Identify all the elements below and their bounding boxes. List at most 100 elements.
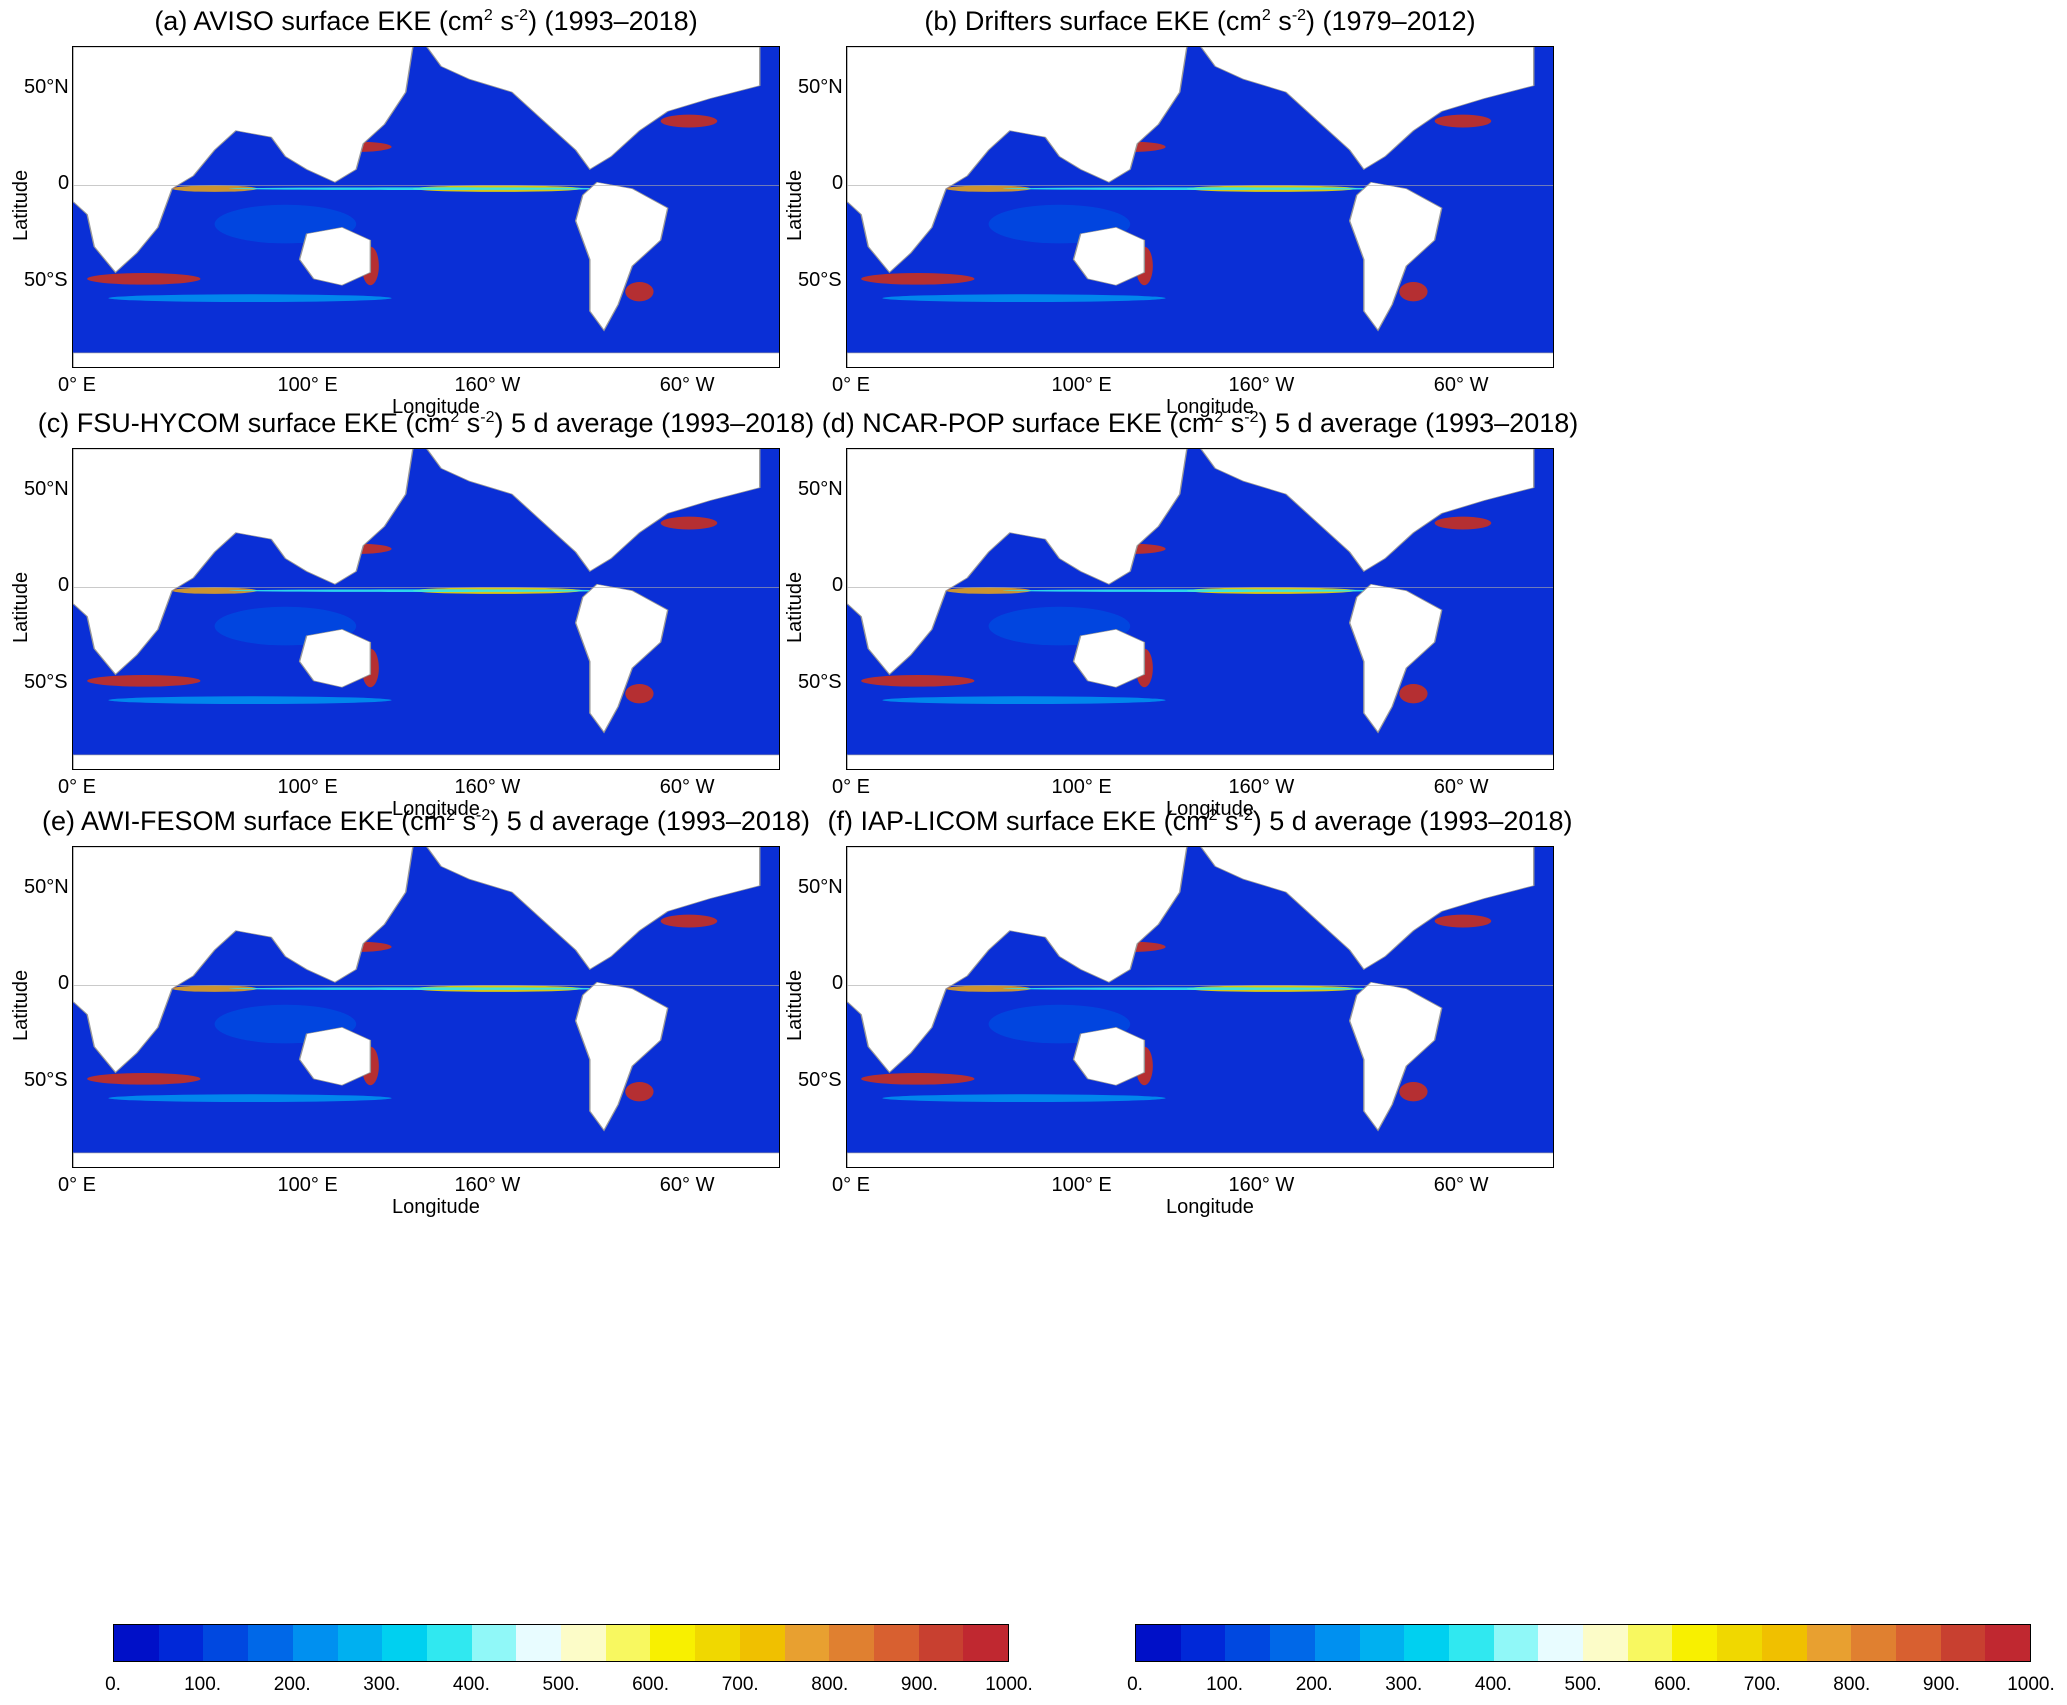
eke-map <box>72 46 780 368</box>
land-mask <box>1072 1026 1146 1086</box>
eke-hotspot <box>228 187 626 190</box>
colorbar-tick-label: 1000. <box>2007 1674 2055 1695</box>
land-mask <box>847 754 1553 769</box>
eke-hotspot <box>946 985 1032 992</box>
colorbar-segment <box>114 1625 159 1661</box>
x-tick-label: 0° E <box>58 1174 97 1196</box>
colorbar-segment <box>1851 1625 1896 1661</box>
colorbar-tick-label: 0. <box>105 1674 121 1695</box>
eke-hotspot <box>861 273 975 285</box>
y-axis-label: Latitude <box>784 169 806 241</box>
x-axis-label: Longitude <box>392 396 480 418</box>
y-tick-label: 50°N <box>24 477 69 500</box>
colorbar-tick-label: 700. <box>1743 1674 1781 1695</box>
eke-hotspot <box>172 985 258 992</box>
colorbar-segment <box>695 1625 740 1661</box>
eke-hotspot <box>946 587 1032 594</box>
y-tick-label: 0 <box>58 574 70 597</box>
x-tick-label: 100° E <box>1051 1174 1112 1196</box>
colorbar-tick-label: 900. <box>900 1674 938 1695</box>
colorbar-segment <box>1314 1625 1360 1661</box>
colorbar-tick-label: 800. <box>1833 1674 1871 1695</box>
x-axis-label: Longitude <box>392 1196 480 1218</box>
x-tick-label: 160° W <box>454 374 521 396</box>
panel-title: (b) Drifters surface EKE (cm2 s-2) (1979… <box>924 6 1476 36</box>
land-mask <box>73 754 779 769</box>
eke-hotspot <box>172 587 258 594</box>
colorbar-segment <box>605 1625 651 1661</box>
colorbar-segment <box>1538 1625 1584 1661</box>
panel-title: (d) NCAR-POP surface EKE (cm2 s-2) 5 d a… <box>821 408 1579 438</box>
x-axis-label: Longitude <box>1166 1196 1254 1218</box>
y-axis-label: Latitude <box>784 571 806 643</box>
y-tick-label: 50°S <box>24 671 68 694</box>
colorbar-segment <box>1761 1625 1807 1661</box>
land-mask <box>426 47 761 171</box>
colorbar-segment <box>337 1625 383 1661</box>
land-mask <box>298 1026 372 1086</box>
eke-hotspot <box>1399 684 1428 704</box>
land-mask <box>1072 226 1146 286</box>
eke-hotspot <box>882 696 1166 705</box>
panel-title: (a) AVISO surface EKE (cm2 s-2) (1993–20… <box>154 6 698 36</box>
colorbar-tick-label: 200. <box>273 1674 311 1695</box>
colorbar-tick-label: 900. <box>1922 1674 1960 1695</box>
eke-hotspot <box>660 114 718 128</box>
colorbar-segment <box>1895 1625 1941 1661</box>
colorbar-segment <box>1583 1625 1628 1661</box>
colorbar-tick-label: 300. <box>363 1674 401 1695</box>
colorbar-tick-label: 0. <box>1127 1674 1143 1695</box>
y-tick-label: 0 <box>832 172 844 195</box>
y-tick-label: 50°S <box>24 269 68 292</box>
x-tick-label: 100° E <box>277 776 338 798</box>
eke-map <box>846 448 1554 770</box>
land-mask <box>73 47 414 274</box>
x-tick-label: 160° W <box>1228 1174 1295 1196</box>
eke-hotspot <box>228 987 626 990</box>
x-axis-label: Longitude <box>1166 396 1254 418</box>
map-canvas <box>847 847 1553 1167</box>
colorbar-segment <box>471 1625 517 1661</box>
colorbar-tick-label: 400. <box>1474 1674 1512 1695</box>
x-axis-label: Longitude <box>1166 798 1254 820</box>
land-mask <box>298 226 372 286</box>
colorbar-segment <box>248 1625 293 1661</box>
x-tick-label: 100° E <box>1051 776 1112 798</box>
colorbar-segment <box>1672 1625 1718 1661</box>
land-mask <box>1348 981 1443 1132</box>
map-canvas <box>847 449 1553 769</box>
x-tick-label: 100° E <box>277 1174 338 1196</box>
x-tick-label: 0° E <box>832 374 871 396</box>
y-tick-label: 50°N <box>24 75 69 98</box>
eke-hotspot <box>87 675 201 687</box>
colorbar-tick-label: 200. <box>1295 1674 1333 1695</box>
eke-hotspot <box>861 675 975 687</box>
eke-hotspot <box>1399 282 1428 302</box>
colorbar-tick-label: 800. <box>811 1674 849 1695</box>
x-tick-label: 160° W <box>454 1174 521 1196</box>
y-tick-label: 0 <box>832 574 844 597</box>
x-tick-label: 60° W <box>1433 1174 1489 1196</box>
land-mask <box>73 847 414 1074</box>
colorbar-tick-label: 600. <box>632 1674 670 1695</box>
eke-map <box>72 448 780 770</box>
colorbar <box>1135 1624 2031 1662</box>
eke-hotspot <box>1434 114 1492 128</box>
land-mask <box>847 352 1553 367</box>
colorbar-segment <box>382 1625 427 1661</box>
colorbar-tick-label: 100. <box>1206 1674 1244 1695</box>
colorbar-segment <box>1404 1625 1449 1661</box>
x-tick-label: 60° W <box>1433 776 1489 798</box>
x-tick-label: 160° W <box>454 776 521 798</box>
y-tick-label: 50°N <box>798 75 843 98</box>
eke-hotspot <box>1399 1082 1428 1102</box>
land-mask <box>73 1152 779 1167</box>
colorbar-segment <box>1448 1625 1494 1661</box>
x-tick-label: 0° E <box>832 1174 871 1196</box>
land-mask <box>1072 628 1146 688</box>
x-tick-label: 100° E <box>1051 374 1112 396</box>
land-mask <box>1200 847 1535 971</box>
y-tick-label: 50°S <box>798 269 842 292</box>
colorbar-segment <box>873 1625 919 1661</box>
land-mask <box>298 628 372 688</box>
